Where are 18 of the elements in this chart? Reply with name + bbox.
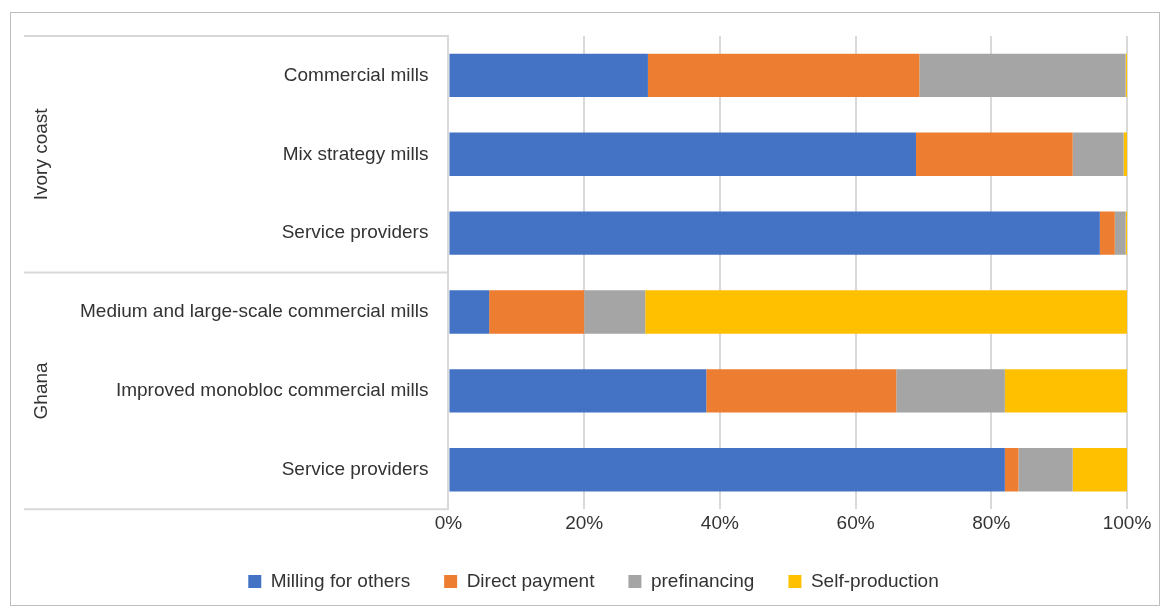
legend-label: prefinancing bbox=[650, 569, 755, 591]
y-tick-label: Service providers bbox=[281, 221, 429, 243]
text: Ivory coast bbox=[30, 107, 52, 201]
legend-label: Self-production bbox=[810, 569, 939, 591]
y-tick-label: Medium and large-scale commercial mills bbox=[79, 300, 429, 322]
x-tick-label: 80% bbox=[972, 511, 1011, 533]
text: Ghana bbox=[30, 361, 52, 420]
legend-label: Direct payment bbox=[466, 569, 596, 591]
x-tick-label: 100% bbox=[1102, 511, 1152, 533]
y-tick-label: Service providers bbox=[281, 458, 429, 479]
x-tick-label: 0% bbox=[434, 511, 463, 533]
x-tick-label: 60% bbox=[836, 511, 875, 533]
x-tick-label: 20% bbox=[565, 511, 604, 533]
x-tick-label: 40% bbox=[700, 511, 739, 533]
y-tick-label: Commercial mills bbox=[283, 63, 429, 85]
legend-label: Milling for others bbox=[270, 569, 411, 591]
y-tick-label: Mix strategy mills bbox=[282, 142, 429, 164]
y-tick-label: Improved monobloc commercial mills bbox=[115, 379, 429, 401]
